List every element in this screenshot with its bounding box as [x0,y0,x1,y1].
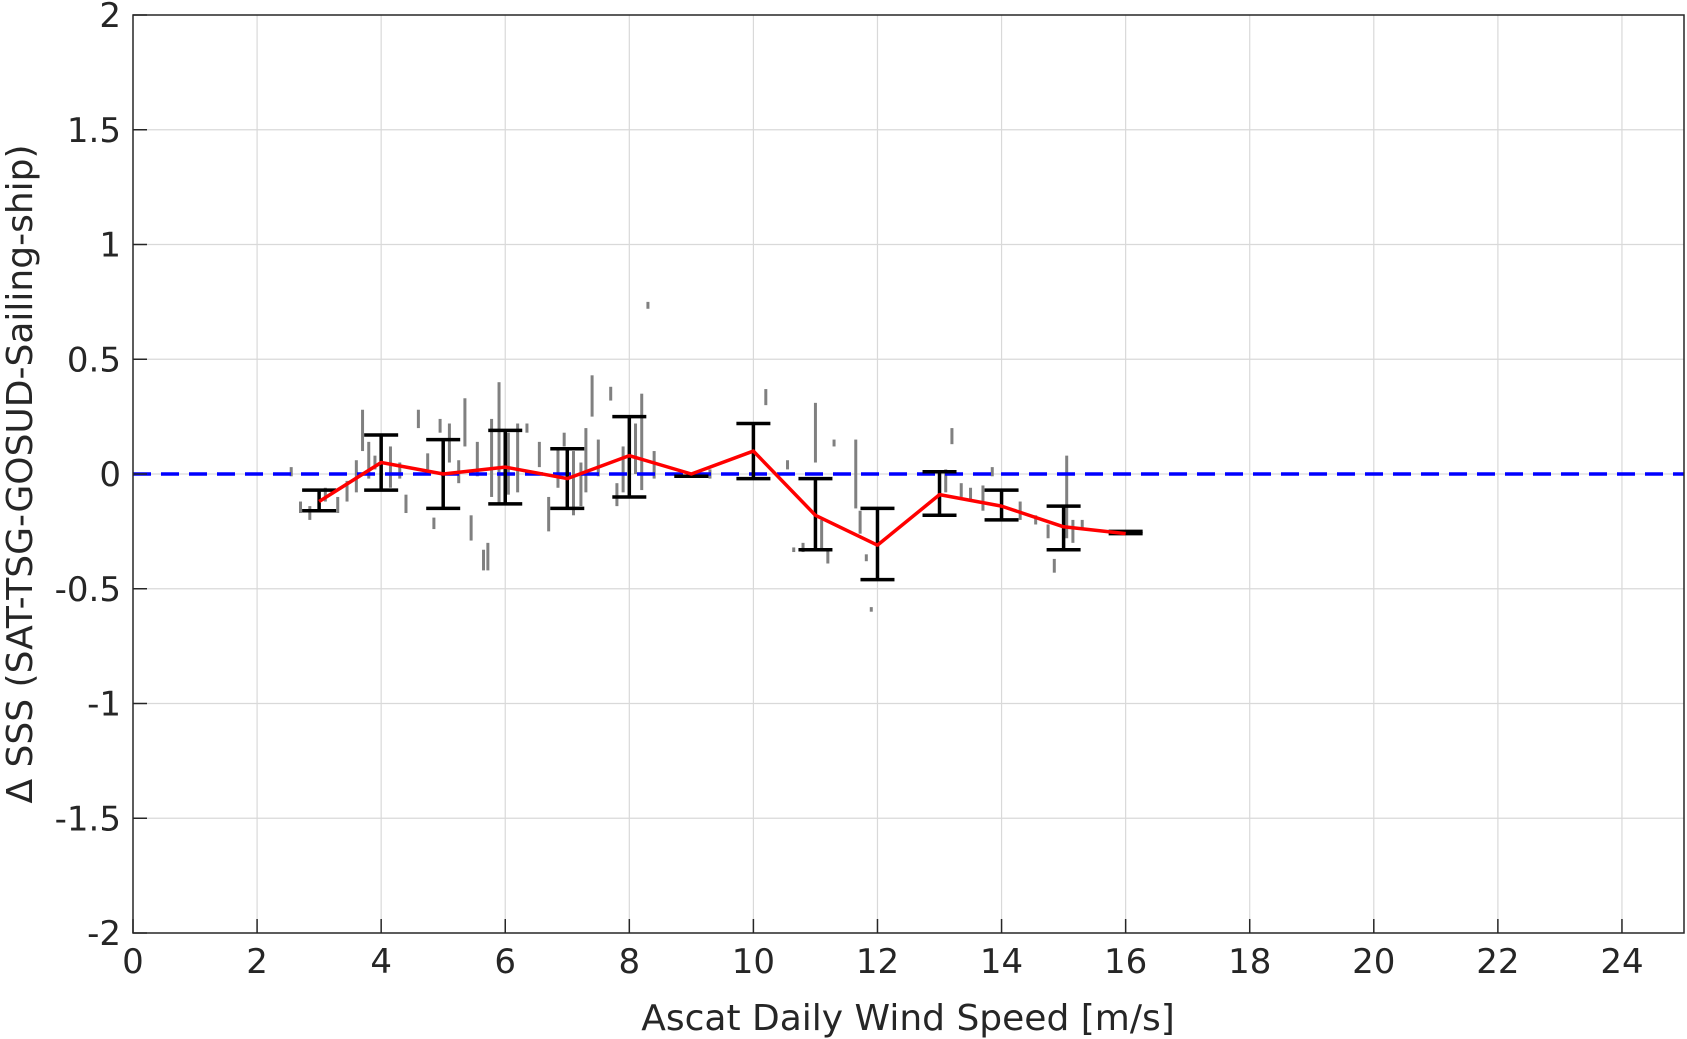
scatter-point [426,453,430,470]
x-tick-label: 22 [1476,942,1519,982]
x-tick-label: 10 [732,942,775,982]
x-tick-label: 20 [1352,942,1395,982]
y-tick-label: -0.5 [55,570,121,610]
scatter-point [826,549,830,564]
scatter-point [299,501,303,514]
scatter-point [820,519,824,550]
scatter-point [634,423,638,474]
scatter-point [990,467,994,477]
scatter-point [388,446,392,488]
scatter-point [579,462,583,507]
scatter-point [621,446,625,493]
scatter-point [571,451,575,516]
x-tick-label: 4 [370,942,392,982]
y-tick-label: 1 [99,226,121,266]
scatter-point [323,487,327,502]
scatter-point [596,439,600,477]
scatter-point [525,423,529,433]
scatter-point [404,494,408,514]
scatter-point [792,547,796,553]
scatter-point [1046,524,1050,539]
scatter-point [959,483,963,497]
scatter-point [981,485,985,511]
scatter-point [516,423,520,493]
scatter-point [858,510,862,534]
x-tick-label: 16 [1104,942,1147,982]
scatter-point [640,393,644,491]
scatter-point [869,607,873,612]
scatter-point [398,462,402,479]
scatter-point [1034,515,1038,525]
y-tick-label: -1.5 [55,799,121,839]
scatter-point [308,506,312,520]
scatter-point [590,375,594,417]
scatter-point [438,418,442,433]
scatter-point [336,496,340,514]
scatter-point [447,423,451,463]
scatter-point [652,451,656,479]
scatter-point [373,455,377,470]
scatter-point [361,409,365,452]
scatter-point [864,554,868,562]
scatter-point [615,483,619,507]
scatter-point [537,441,541,468]
scatter-point [547,496,551,532]
scatter-point [1071,519,1075,543]
x-tick-label: 2 [246,942,268,982]
x-tick-label: 8 [618,942,640,982]
scatter-point [584,428,588,493]
scatter-point [786,460,790,470]
scatter-point [416,409,420,429]
x-tick-label: 14 [980,942,1023,982]
y-tick-label: 1.5 [67,111,121,151]
scatter-point [345,480,349,502]
scatter-point [475,441,479,477]
x-axis: 0 2 4 6 8 10 12 14 16 18 20 22 24 [122,919,1644,982]
scatter-point [482,549,486,571]
scatter-point [367,441,371,479]
scatter-point [813,402,817,463]
scatter-point [432,517,436,530]
scatter-point [1080,519,1084,530]
scatter-point [1052,558,1056,573]
x-tick-label: 12 [856,942,899,982]
scatter-point [609,386,613,401]
scatter-point [801,542,805,553]
scatter-point [506,432,510,495]
y-tick-label: 2 [99,0,121,36]
scatter-point [969,487,973,502]
scatter-point [497,382,501,504]
y-axis: -2 -1.5 -1 -0.5 0 0.5 1 1.5 2 [55,0,147,954]
scatter-point [289,467,293,477]
scatter-point [764,389,768,406]
x-axis-label: Ascat Daily Wind Speed [m/s] [641,998,1175,1039]
y-tick-label: 0 [99,455,121,495]
x-tick-label: 18 [1228,942,1271,982]
scatter-point [469,515,473,541]
scatter-point [832,439,836,447]
scatter-point [950,428,954,445]
y-tick-label: 0.5 [67,340,121,380]
x-tick-label: 6 [494,942,516,982]
scatter-point [646,301,650,309]
scatter-point [562,432,566,447]
y-tick-label: -1 [87,685,121,725]
scatter-point [556,448,560,488]
scatter-point [463,398,467,447]
y-tick-label: -2 [87,914,121,954]
scatter-point [1065,455,1069,539]
x-tick-label: 0 [122,942,144,982]
mean-line [318,449,1126,547]
scatter-series [289,301,1084,612]
x-tick-label: 24 [1600,942,1643,982]
y-axis-label: Δ SSS (SAT-TSG-GOSUD-Sailing-ship) [0,144,41,803]
scatter-point [944,469,948,493]
scatter-point [486,542,490,571]
scatter-point [490,418,494,497]
scatter-point [854,439,858,509]
